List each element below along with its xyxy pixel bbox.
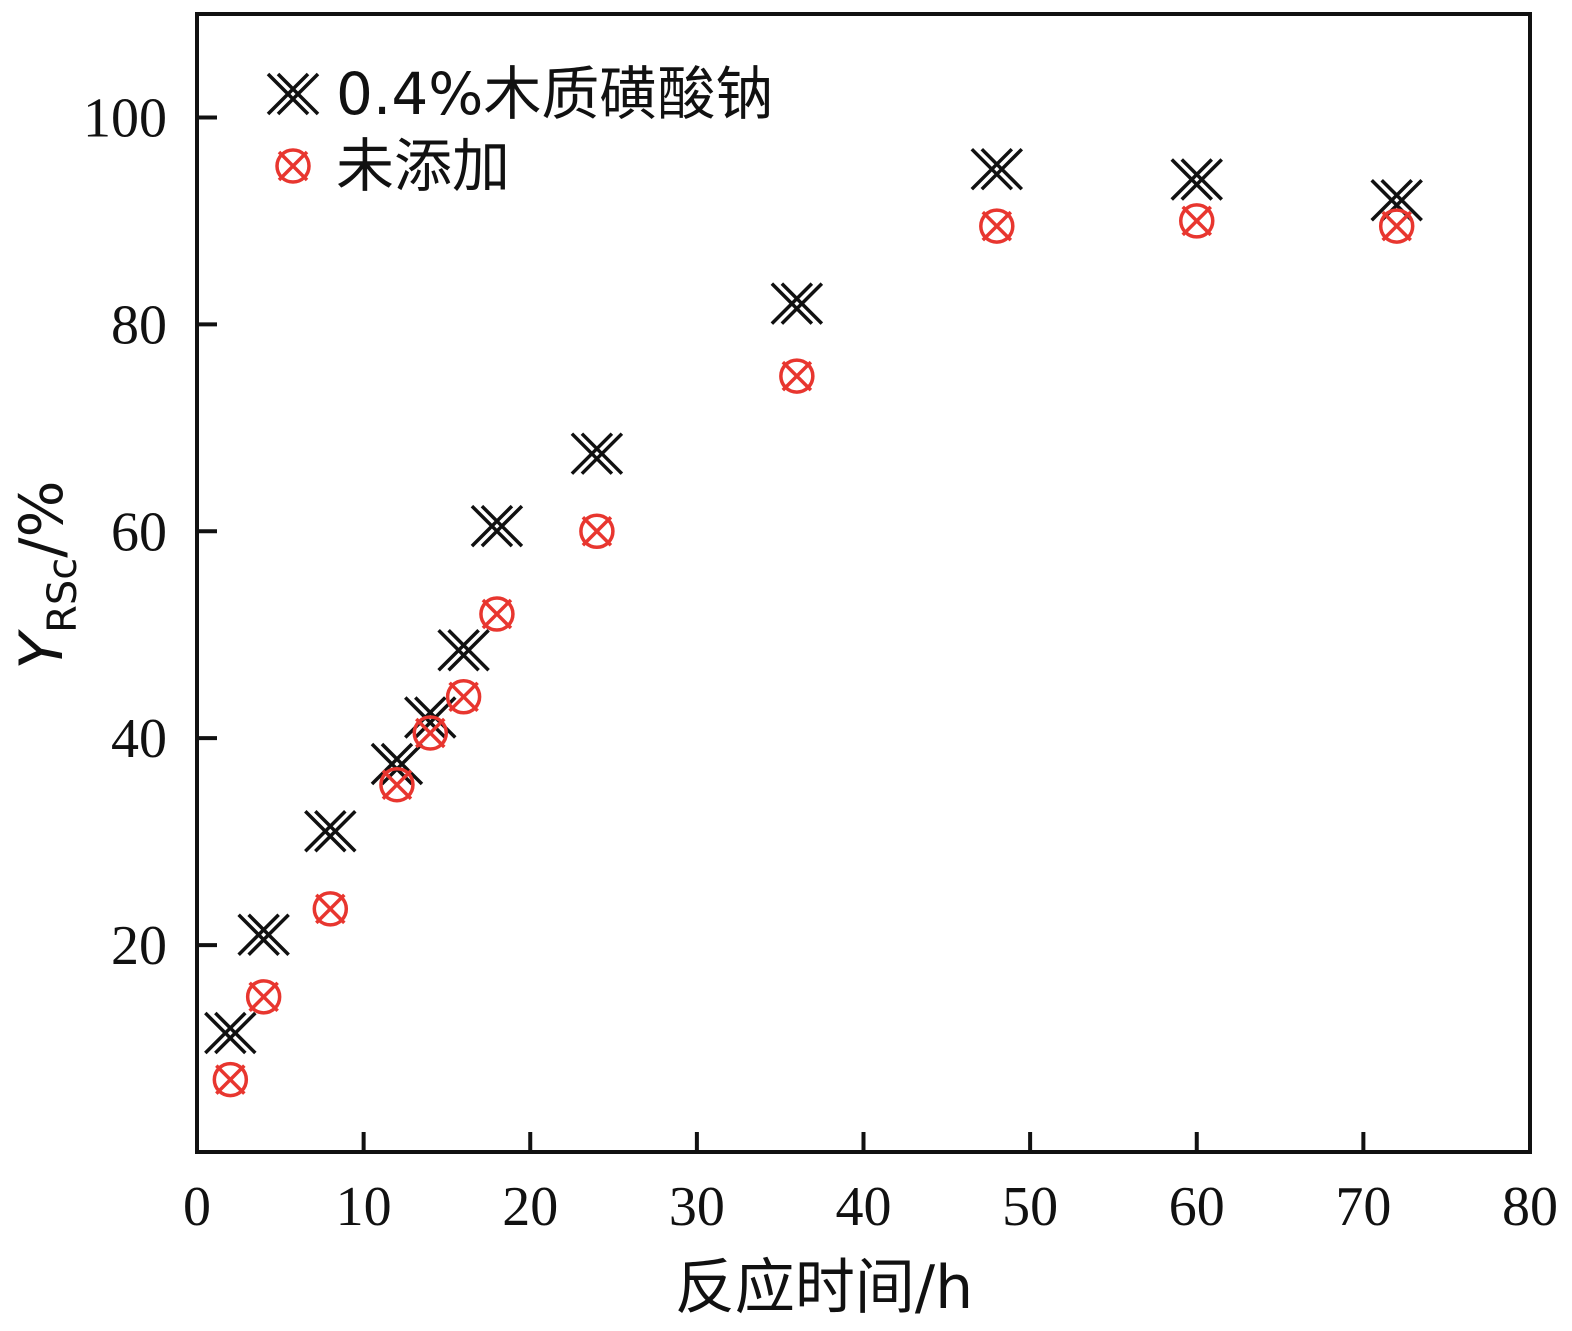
data-point-s0-5 <box>437 629 490 672</box>
data-point-s1-4 <box>412 715 449 751</box>
y-axis-title-subscript: RSc <box>40 558 86 633</box>
data-point-s1-3 <box>379 766 415 803</box>
y-tick-label-80: 80 <box>111 294 167 356</box>
data-point-s0-3 <box>370 742 424 786</box>
data-point-s1-8 <box>779 358 815 394</box>
x-tick-label-30: 30 <box>669 1176 725 1238</box>
y-tick-label-40: 40 <box>111 708 167 770</box>
legend-label-1: 未添加 <box>336 132 510 200</box>
data-point-s1-5 <box>445 679 482 715</box>
y-axis-title: YRSc/% <box>7 480 86 669</box>
data-markers <box>204 147 1423 1098</box>
y-axis-title-main: Y <box>7 629 77 670</box>
x-tick-label-0: 0 <box>183 1176 211 1238</box>
y-tick-label-60: 60 <box>111 501 167 563</box>
tick-labels: 0 10 20 30 40 50 60 70 80 20 40 60 80 100 <box>83 87 1558 1238</box>
data-point-s1-9 <box>979 208 1015 244</box>
y-axis-title-suffix: /% <box>7 480 77 557</box>
data-point-s0-8 <box>770 282 824 325</box>
y-tick-label-20: 20 <box>111 915 167 977</box>
x-tick-label-70: 70 <box>1335 1176 1391 1238</box>
x-axis-title: 反应时间/h <box>675 1253 973 1323</box>
data-point-s0-2 <box>304 810 357 853</box>
x-tick-label-50: 50 <box>1002 1176 1058 1238</box>
data-point-s1-1 <box>245 979 282 1015</box>
legend-marker-0 <box>266 72 320 116</box>
data-point-s0-10 <box>1170 158 1223 201</box>
data-point-s1-7 <box>579 513 615 550</box>
x-tick-label-10: 10 <box>336 1176 392 1238</box>
axis-ticks <box>197 115 1366 1152</box>
data-point-s0-1 <box>237 913 290 956</box>
legend-marker-1 <box>275 148 311 184</box>
x-tick-label-60: 60 <box>1169 1176 1225 1238</box>
data-point-s0-9 <box>970 147 1024 191</box>
data-point-s0-6 <box>470 504 524 548</box>
data-point-s1-11 <box>1378 208 1415 244</box>
x-tick-label-80: 80 <box>1502 1176 1558 1238</box>
data-point-s0-0 <box>204 1011 257 1055</box>
data-point-s1-2 <box>312 891 349 927</box>
data-point-s0-11 <box>1370 178 1423 222</box>
y-tick-label-100: 100 <box>83 87 167 149</box>
legend-label-0: 0.4%木质磺酸钠 <box>336 60 773 128</box>
data-point-s0-7 <box>570 432 624 475</box>
data-point-s1-10 <box>1179 203 1215 239</box>
data-point-s1-0 <box>212 1061 249 1098</box>
data-point-s1-6 <box>479 596 515 632</box>
x-tick-label-40: 40 <box>836 1176 892 1238</box>
x-tick-label-20: 20 <box>502 1176 558 1238</box>
